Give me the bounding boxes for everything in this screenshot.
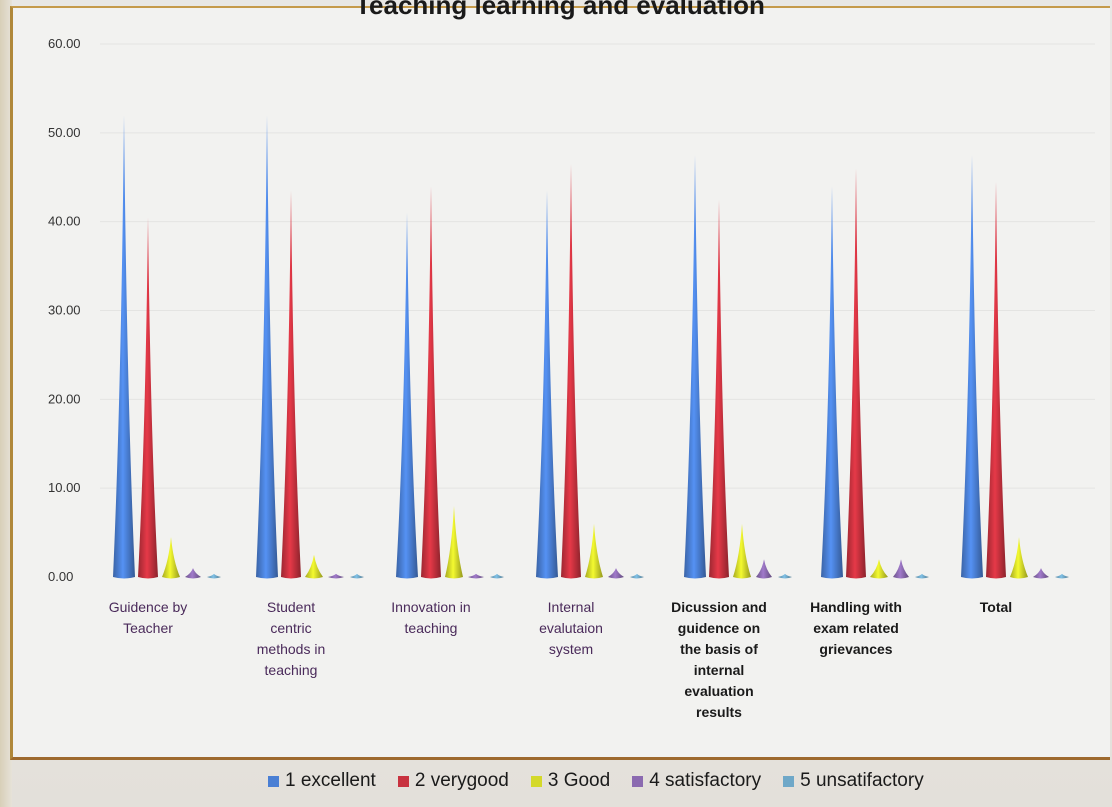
bar-2-6 [846, 168, 866, 579]
bar-2-7 [986, 181, 1006, 579]
legend-label: 1 excellent [285, 770, 376, 791]
legend-item: 3 Good [530, 770, 611, 792]
y-axis-ticks: 0.00 10.00 20.00 30.00 40.00 50.00 60.00 [48, 36, 81, 584]
chart-frame [10, 6, 1110, 760]
x-tick-label: evaluation [684, 683, 753, 699]
x-tick-label: Total [980, 599, 1012, 615]
legend-item: 4 satisfactory [632, 770, 761, 792]
legend-swatch [397, 775, 409, 787]
bar-5-7 [1055, 573, 1069, 579]
bar-5-4 [630, 573, 644, 579]
bar-2-1 [138, 217, 158, 579]
bar-5-3 [490, 573, 504, 579]
x-tick-label: Handling with [810, 599, 902, 615]
y-tick-label: 60.00 [48, 36, 81, 51]
bar-4-1 [185, 568, 201, 579]
bar-3-7 [1010, 537, 1028, 579]
x-tick-label: Teacher [123, 620, 173, 636]
bar-3-2 [305, 554, 323, 579]
bar-3-4 [585, 523, 603, 579]
bar-2-4 [561, 163, 581, 579]
x-tick-label: Internal [548, 599, 595, 615]
x-tick-label: Guidence by [109, 599, 188, 615]
bar-1-2 [256, 115, 278, 579]
legend-label: 4 satisfactory [649, 770, 762, 791]
bar-5-1 [207, 573, 221, 579]
bar-5-5 [778, 573, 792, 579]
x-tick-label: Student [267, 599, 315, 615]
bar-4-2 [328, 573, 344, 579]
legend-swatch [268, 775, 279, 787]
legend-item: 5 unsatifactory [783, 770, 924, 792]
legend-swatch [783, 775, 795, 787]
x-tick-label: centric [270, 620, 311, 636]
bar-2-2 [281, 190, 301, 579]
y-tick-label: 20.00 [48, 391, 81, 406]
legend-label: 3 Good [547, 770, 611, 791]
bar-1-4 [536, 190, 558, 579]
x-tick-label: Dicussion and [671, 599, 767, 615]
x-tick-label: evalutaion [539, 620, 603, 636]
bar-1-1 [113, 115, 135, 579]
bar-4-6 [893, 559, 909, 579]
bar-4-3 [468, 573, 484, 579]
y-tick-label: 40.00 [48, 214, 81, 229]
legend-item: 1 excellent [268, 770, 376, 792]
bar-1-6 [821, 186, 843, 579]
gridlines [100, 43, 1095, 489]
x-axis-labels: Guidence by Teacher Student centric methods … [109, 599, 1013, 720]
legend: 1 excellent 2 verygood 3 Good 4 satisfactor… [268, 770, 924, 792]
bar-5-2 [350, 573, 364, 579]
bar-5-6 [915, 573, 929, 579]
x-tick-label: results [696, 704, 742, 720]
bars [113, 115, 1069, 579]
page-edge [0, 0, 12, 807]
bar-4-4 [608, 568, 624, 579]
chart-title: Teaching learning and evaluation [355, 0, 765, 20]
x-tick-label: teaching [405, 620, 458, 636]
bar-3-1 [162, 537, 180, 579]
legend-swatch [632, 775, 644, 787]
x-tick-label: internal [694, 662, 745, 678]
x-tick-label: teaching [265, 662, 318, 678]
y-tick-label: 30.00 [48, 303, 81, 318]
legend-item: 2 verygood [397, 770, 509, 792]
x-tick-label: Innovation in [391, 599, 470, 615]
bar-2-3 [421, 186, 441, 579]
bar-1-3 [396, 212, 418, 579]
legend-label: 2 verygood [414, 770, 509, 791]
legend-swatch [530, 775, 542, 787]
y-tick-label: 0.00 [48, 569, 73, 584]
y-tick-label: 50.00 [48, 125, 81, 140]
bar-3-3 [445, 505, 463, 579]
bar-3-6 [870, 559, 888, 579]
x-tick-label: system [549, 641, 593, 657]
x-tick-label: the basis of [680, 641, 758, 657]
x-tick-label: exam related [813, 620, 899, 636]
bar-1-5 [684, 155, 706, 579]
x-tick-label: grievances [819, 641, 892, 657]
bar-1-7 [961, 155, 983, 579]
bar-2-5 [709, 199, 729, 579]
x-tick-label: guidence on [678, 620, 760, 636]
legend-label: 5 unsatifactory [800, 770, 924, 791]
bar-4-5 [756, 559, 772, 579]
bar-4-7 [1033, 568, 1049, 579]
y-tick-label: 10.00 [48, 480, 81, 495]
bar-3-5 [733, 523, 751, 579]
x-tick-label: methods in [257, 641, 325, 657]
